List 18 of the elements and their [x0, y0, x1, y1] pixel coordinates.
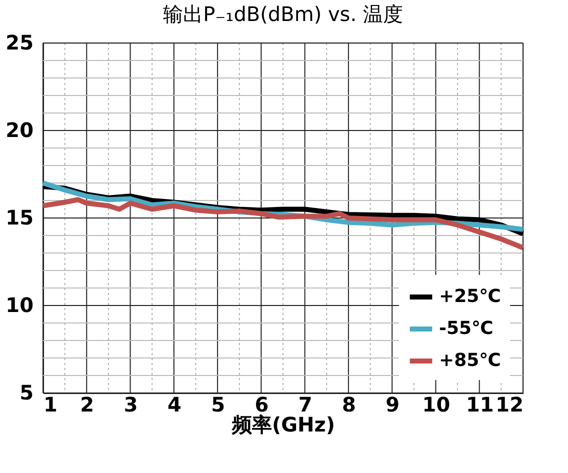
x-tick-label: 2	[80, 392, 94, 416]
y-tick-label: 15	[6, 206, 34, 230]
x-tick-label: 5	[211, 392, 226, 416]
x-tick-label: 10	[422, 392, 450, 416]
y-tick-label: 25	[6, 30, 34, 54]
x-tick-label: 1	[44, 392, 58, 416]
y-tick-label: 10	[6, 293, 34, 317]
x-tick-label: 3	[124, 392, 138, 416]
chart-title: 输出P₋₁dB(dBm) vs. 温度	[163, 2, 403, 26]
x-tick-label: 8	[342, 392, 356, 416]
x-tick-label: 12	[496, 392, 524, 416]
y-tick-label: 20	[6, 118, 34, 142]
x-tick-label: 4	[167, 392, 182, 416]
x-tick-label: 9	[386, 392, 400, 416]
x-tick-label: 11	[466, 392, 494, 416]
legend-label: +85℃	[439, 350, 501, 371]
legend-label: +25℃	[439, 286, 501, 307]
legend-label: -55℃	[439, 318, 494, 339]
